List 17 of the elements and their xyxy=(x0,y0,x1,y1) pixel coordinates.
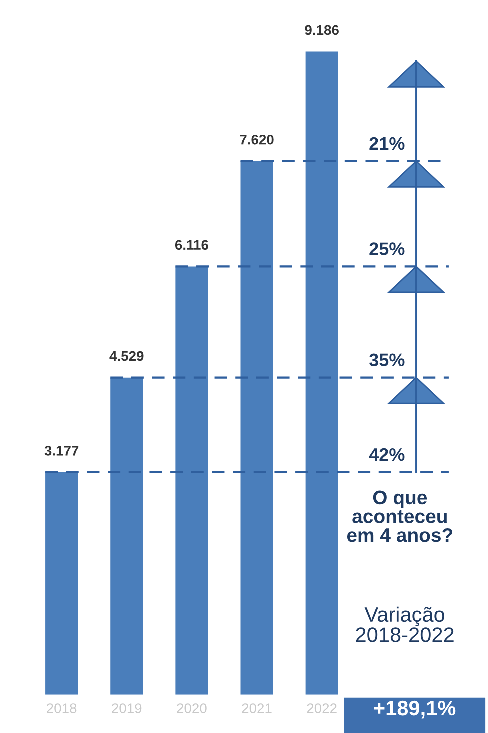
text: 42% xyxy=(369,448,405,462)
data-label: 3.177 xyxy=(44,446,79,456)
annotation: O que aconteceu em 4 anos? xyxy=(347,490,453,542)
data-label: 9.186 xyxy=(305,25,339,36)
text: 21% xyxy=(370,137,405,150)
bar xyxy=(110,378,144,695)
text: +189,1% xyxy=(374,700,456,719)
text: Variação 2018-2022 xyxy=(356,606,454,642)
bar xyxy=(176,266,208,695)
bar xyxy=(46,472,78,695)
data-label: 6.116 xyxy=(175,240,208,250)
text: 35% xyxy=(369,354,405,367)
bar xyxy=(240,161,274,695)
data-label: 7.620 xyxy=(240,134,274,145)
data-label: 4.529 xyxy=(110,351,144,362)
bar xyxy=(306,52,338,695)
text: 25% xyxy=(370,242,405,256)
